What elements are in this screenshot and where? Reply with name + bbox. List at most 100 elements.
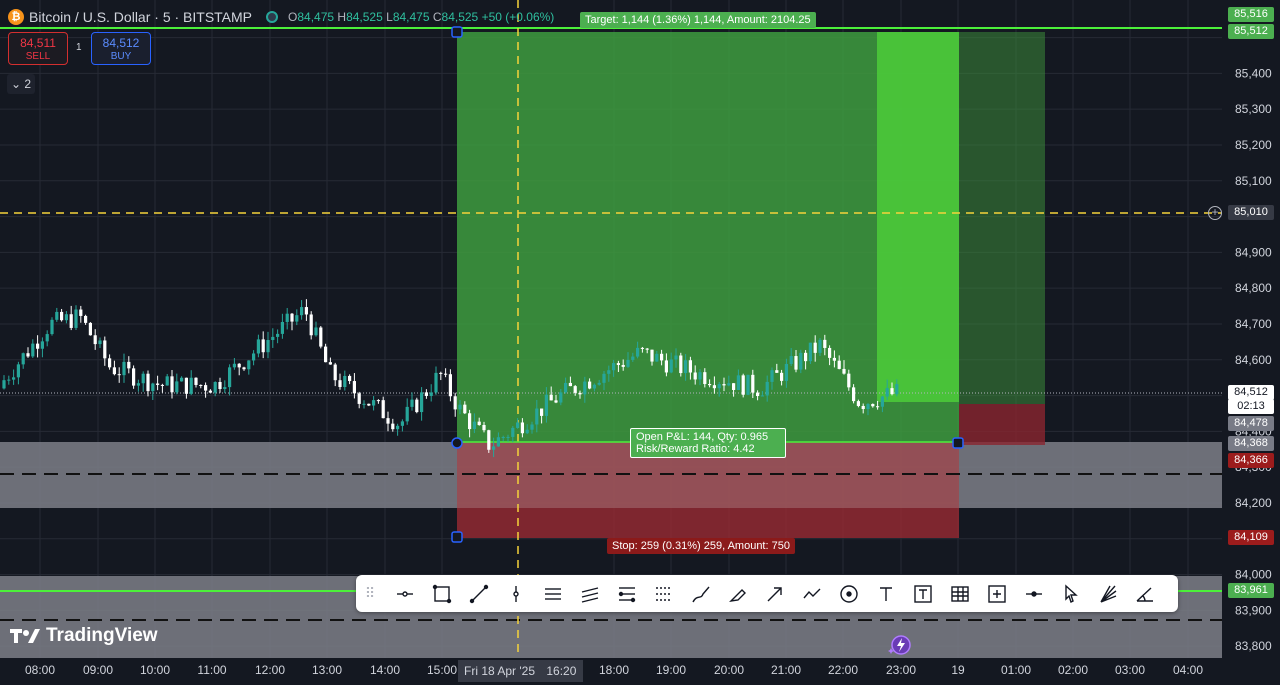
sell-button[interactable]: 84,511 SELL	[8, 32, 68, 65]
news-spark-icon[interactable]	[888, 634, 912, 656]
candle-body	[885, 388, 889, 397]
candle-body	[741, 375, 745, 395]
width-handle[interactable]	[952, 437, 964, 449]
brush-icon[interactable]	[682, 575, 719, 612]
horizontal-ray-icon[interactable]	[386, 575, 423, 612]
symbol-title[interactable]: Bitcoin / U.S. Dollar · 5 · BITSTAMP	[29, 9, 253, 25]
stop-handle[interactable]	[451, 531, 463, 543]
time-tick-label: 14:00	[369, 663, 401, 677]
buy-label: BUY	[110, 51, 132, 62]
entry-handle[interactable]	[451, 437, 463, 449]
time-tick-label: 19:00	[655, 663, 687, 677]
time-tick-label: 22:00	[827, 663, 859, 677]
price-tick-label: 85,400	[1235, 66, 1272, 80]
candle-body	[45, 334, 49, 342]
parallel-channel-icon[interactable]	[534, 575, 571, 612]
candle-body	[760, 395, 764, 397]
market-status-icon[interactable]	[266, 11, 279, 23]
candle-body	[372, 400, 376, 406]
time-tick-label: 18:00	[598, 663, 630, 677]
candle-body	[295, 315, 299, 322]
candle-body	[472, 421, 476, 430]
candle-body	[424, 392, 428, 396]
candle-body	[727, 383, 731, 386]
candle-body	[50, 319, 54, 335]
order-quantity[interactable]: 1	[76, 42, 82, 53]
price-tick-label: 84,900	[1235, 245, 1272, 259]
candle-body	[660, 353, 664, 361]
candle-body	[170, 376, 174, 393]
measure-icon[interactable]	[978, 575, 1015, 612]
candle-body	[328, 362, 332, 365]
highlighter-icon[interactable]	[719, 575, 756, 612]
candle-body	[616, 363, 620, 365]
candle-body	[213, 382, 217, 393]
candle-body	[813, 342, 817, 353]
candle-body	[674, 355, 678, 360]
candle-body	[756, 392, 760, 397]
price-tag: 85,010	[1228, 205, 1274, 220]
candle-body	[352, 381, 356, 394]
candle-body	[621, 364, 625, 367]
buy-button[interactable]: 84,512 BUY	[91, 32, 151, 65]
ellipse-icon[interactable]	[830, 575, 867, 612]
profit-zone-extension	[959, 32, 1045, 404]
candle-body	[535, 408, 539, 425]
price-tag: 84,109	[1228, 530, 1274, 545]
fib-extension-icon[interactable]	[645, 575, 682, 612]
path-icon[interactable]	[793, 575, 830, 612]
cursor-icon[interactable]	[1052, 575, 1089, 612]
crosshair-time: 16:20	[546, 664, 577, 678]
text-icon[interactable]	[867, 575, 904, 612]
fib-retracement-icon[interactable]	[608, 575, 645, 612]
candle-body	[237, 363, 241, 368]
angle-icon[interactable]	[1126, 575, 1163, 612]
drag-grip-icon[interactable]: ⠿	[364, 585, 376, 601]
candle-body	[453, 396, 457, 410]
candle-body	[804, 352, 808, 362]
fib-fan-icon[interactable]	[1089, 575, 1126, 612]
candle-body	[218, 382, 222, 390]
candle-body	[890, 388, 894, 395]
cross-line-icon[interactable]	[1015, 575, 1052, 612]
candle-body	[842, 368, 846, 374]
indicators-collapse-button[interactable]: ⌄ 2	[7, 74, 35, 94]
candle-body	[31, 343, 35, 357]
regression-trend-icon[interactable]	[571, 575, 608, 612]
table-icon[interactable]	[941, 575, 978, 612]
time-tick-label: 10:00	[139, 663, 171, 677]
rectangle-icon[interactable]	[423, 575, 460, 612]
candle-body	[122, 361, 126, 376]
add-alert-plus-icon[interactable]: +	[1208, 206, 1222, 220]
crosshair-date: Fri 18 Apr '25	[464, 664, 535, 678]
candle-body	[64, 314, 68, 321]
candle-body	[146, 373, 150, 392]
vertical-line-icon[interactable]	[497, 575, 534, 612]
candle-body	[319, 327, 323, 347]
candle-body	[132, 368, 136, 386]
trend-line-icon[interactable]	[460, 575, 497, 612]
candle-body	[391, 423, 395, 430]
candle-body	[717, 384, 721, 389]
candle-body	[746, 374, 750, 395]
candle-body	[98, 340, 102, 345]
price-tag: 84,512	[1228, 385, 1274, 400]
pnl-label: Open P&L: 144, Qty: 0.965 Risk/Reward Ra…	[630, 428, 786, 458]
candle-body	[247, 360, 251, 370]
tradingview-logo[interactable]: TradingView	[10, 624, 158, 648]
candle-body	[189, 377, 193, 394]
candle-body	[808, 342, 812, 362]
text-box-icon[interactable]	[904, 575, 941, 612]
arrow-icon[interactable]	[756, 575, 793, 612]
target-handle[interactable]	[451, 26, 463, 38]
candle-body	[832, 357, 836, 361]
time-tick-label: 15:00	[426, 663, 458, 677]
candle-body	[765, 381, 769, 396]
candle-body	[482, 424, 486, 431]
candle-body	[876, 406, 880, 408]
candle-body	[84, 315, 88, 323]
candle-body	[309, 314, 313, 336]
price-tag: 83,961	[1228, 583, 1274, 598]
candle-body	[573, 386, 577, 393]
